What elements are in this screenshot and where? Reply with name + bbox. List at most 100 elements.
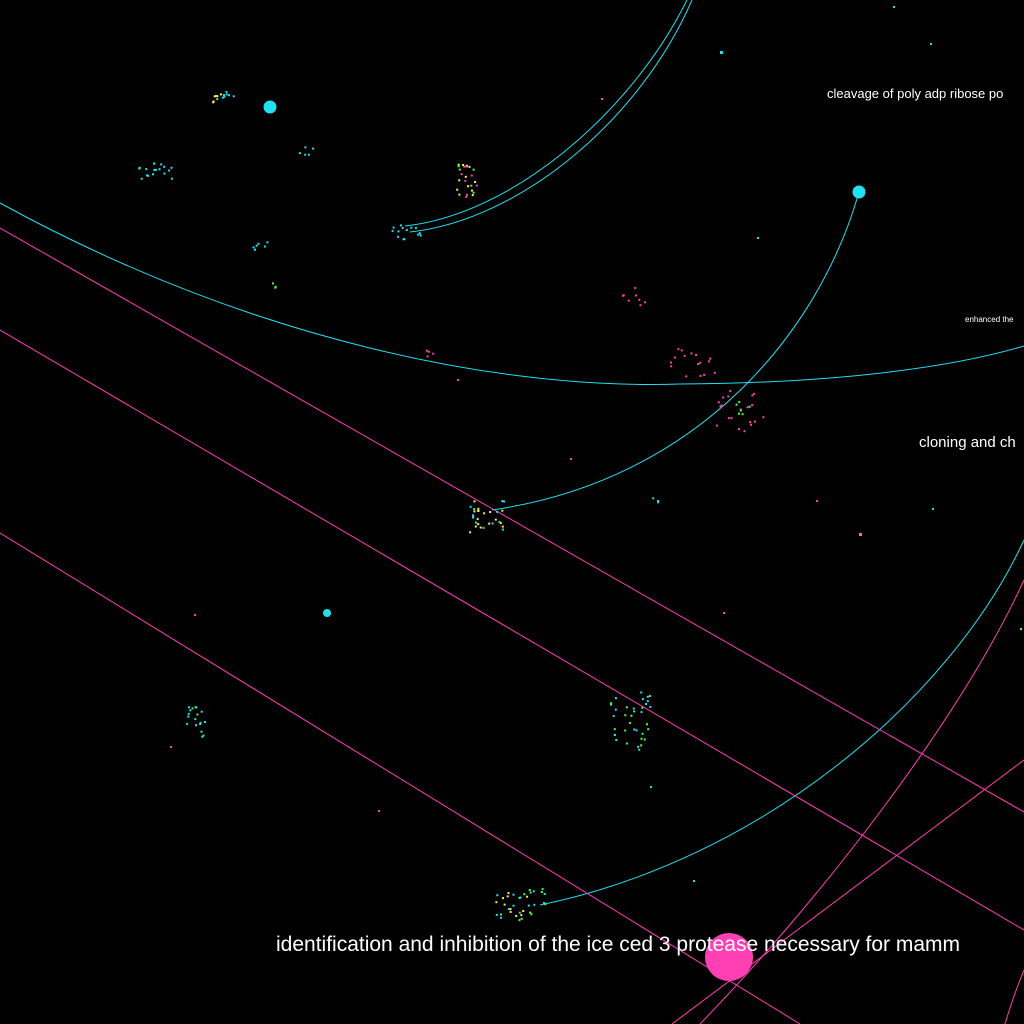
cluster-point	[304, 153, 307, 156]
cluster-point	[473, 500, 476, 503]
cluster-point	[543, 902, 545, 904]
cluster-point	[410, 226, 413, 229]
cluster-point	[482, 526, 485, 529]
cluster-point	[194, 718, 197, 721]
cluster-point	[464, 165, 467, 168]
cluster-point	[610, 703, 613, 706]
cluster-point	[640, 737, 643, 740]
node-cyan-dot-top	[720, 51, 723, 54]
cluster-point	[216, 95, 219, 98]
cluster-point	[719, 405, 722, 408]
cluster-point	[189, 709, 192, 712]
cluster-point	[727, 395, 730, 398]
cluster-point	[638, 748, 641, 751]
cyan-edges	[0, 0, 1024, 906]
cluster-point	[457, 165, 460, 168]
cluster-point	[500, 913, 502, 916]
edge-arc-node	[491, 191, 860, 511]
cluster-point	[199, 723, 202, 725]
cluster-point	[630, 714, 633, 717]
cluster-point	[633, 710, 636, 713]
edge-arc-wide	[0, 202, 1024, 385]
cluster-point	[254, 248, 256, 251]
cluster-point	[748, 405, 751, 408]
cluster-point	[223, 95, 226, 98]
cluster-point	[145, 168, 148, 171]
cluster-point	[512, 904, 515, 907]
cluster-point	[266, 241, 269, 244]
cluster-point	[501, 525, 504, 528]
cluster-point	[634, 294, 637, 297]
cluster-point	[225, 90, 228, 93]
cluster-point	[391, 229, 394, 232]
cluster-point	[397, 235, 399, 238]
cluster-point	[472, 191, 475, 194]
cluster-point	[518, 919, 521, 922]
cluster-point	[722, 396, 725, 399]
cluster-point	[228, 94, 230, 97]
cluster-point	[509, 908, 512, 911]
cluster-point	[307, 153, 310, 156]
cluster-point	[225, 93, 228, 96]
cluster-point	[640, 691, 643, 694]
node-cyan-small[interactable]	[323, 609, 331, 617]
edge-arc-bottom	[539, 539, 1024, 906]
cluster-point	[614, 708, 617, 711]
edge-line-4	[671, 759, 1024, 1024]
cluster-point	[425, 349, 428, 352]
cluster-point	[418, 232, 421, 235]
cluster-point	[652, 497, 655, 500]
cluster-point	[312, 147, 315, 150]
cluster-point	[462, 164, 465, 166]
cluster-point	[645, 703, 647, 705]
cluster-point	[646, 700, 649, 703]
stray-point	[570, 458, 572, 460]
node-cyan-large[interactable]	[263, 100, 277, 114]
cluster-point	[522, 910, 525, 912]
label-cloning[interactable]: cloning and ch	[919, 434, 1016, 451]
label-cleavage[interactable]: cleavage of poly adp ribose po	[827, 86, 1003, 101]
cluster-point	[633, 728, 636, 731]
cluster-point	[543, 893, 546, 895]
stray-point	[757, 237, 759, 239]
cluster-point	[458, 179, 461, 182]
cluster-point	[458, 193, 461, 196]
cluster-point	[739, 409, 742, 412]
cluster-point	[472, 168, 475, 171]
cluster-point	[432, 352, 435, 355]
cluster-point	[762, 416, 765, 419]
cluster-point	[498, 520, 501, 523]
magenta-edges	[0, 227, 1024, 1024]
cluster-point	[533, 903, 536, 906]
label-identification[interactable]: identification and inhibition of the ice…	[276, 933, 960, 956]
cluster-point	[153, 168, 156, 171]
cluster-point	[466, 193, 468, 196]
cluster-point	[751, 404, 754, 407]
cluster-point	[615, 739, 618, 741]
cluster-point	[477, 507, 480, 510]
cluster-point	[153, 162, 155, 165]
cluster-point	[501, 509, 504, 512]
cluster-point	[750, 423, 752, 426]
cluster-point	[646, 695, 649, 698]
cluster-point	[735, 403, 738, 406]
cluster-point	[500, 916, 503, 919]
cluster-point	[223, 94, 225, 96]
cluster-point	[152, 173, 154, 176]
cluster-point	[738, 401, 741, 404]
label-enhanced[interactable]: enhanced the	[965, 315, 1014, 324]
cluster-point	[298, 152, 301, 155]
cluster-point	[204, 721, 206, 723]
cluster-point	[541, 888, 544, 891]
cluster-point	[263, 245, 266, 248]
cluster-point	[518, 911, 521, 914]
node-cyan-right[interactable]	[852, 185, 866, 199]
cluster-point	[509, 911, 512, 913]
cluster-point	[520, 914, 523, 917]
edge-arc-top-outer	[409, 0, 693, 233]
cluster-point	[642, 698, 644, 701]
cluster-point	[638, 298, 641, 301]
node-magenta-large[interactable]	[705, 933, 753, 981]
cluster-point	[647, 728, 650, 731]
